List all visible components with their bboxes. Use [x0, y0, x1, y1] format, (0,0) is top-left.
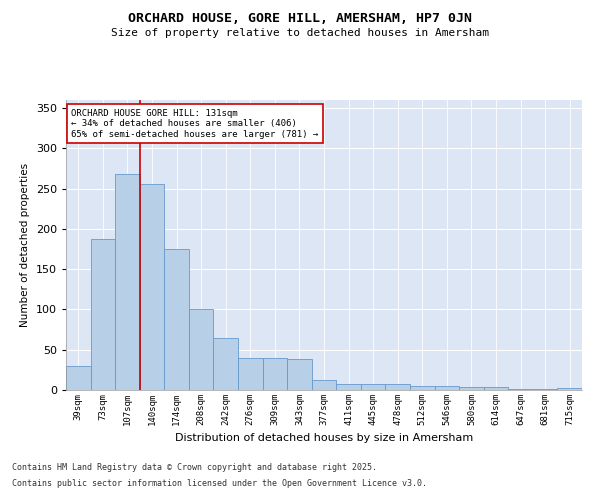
Bar [434, 386, 459, 390]
Bar [336, 384, 361, 390]
Text: ORCHARD HOUSE, GORE HILL, AMERSHAM, HP7 0JN: ORCHARD HOUSE, GORE HILL, AMERSHAM, HP7 … [128, 12, 472, 26]
X-axis label: Distribution of detached houses by size in Amersham: Distribution of detached houses by size … [175, 434, 473, 444]
Bar [66, 366, 91, 390]
Bar [361, 384, 385, 390]
Bar [214, 338, 238, 390]
Bar [115, 174, 140, 390]
Bar [484, 387, 508, 390]
Bar [533, 389, 557, 390]
Bar [385, 384, 410, 390]
Bar [140, 184, 164, 390]
Bar [238, 358, 263, 390]
Bar [287, 360, 312, 390]
Bar [312, 380, 336, 390]
Bar [410, 386, 434, 390]
Y-axis label: Number of detached properties: Number of detached properties [20, 163, 30, 327]
Bar [164, 249, 189, 390]
Text: Size of property relative to detached houses in Amersham: Size of property relative to detached ho… [111, 28, 489, 38]
Bar [263, 358, 287, 390]
Bar [91, 240, 115, 390]
Text: Contains HM Land Registry data © Crown copyright and database right 2025.: Contains HM Land Registry data © Crown c… [12, 464, 377, 472]
Text: ORCHARD HOUSE GORE HILL: 131sqm
← 34% of detached houses are smaller (406)
65% o: ORCHARD HOUSE GORE HILL: 131sqm ← 34% of… [71, 108, 319, 138]
Text: Contains public sector information licensed under the Open Government Licence v3: Contains public sector information licen… [12, 478, 427, 488]
Bar [189, 310, 214, 390]
Bar [508, 389, 533, 390]
Bar [557, 388, 582, 390]
Bar [459, 387, 484, 390]
